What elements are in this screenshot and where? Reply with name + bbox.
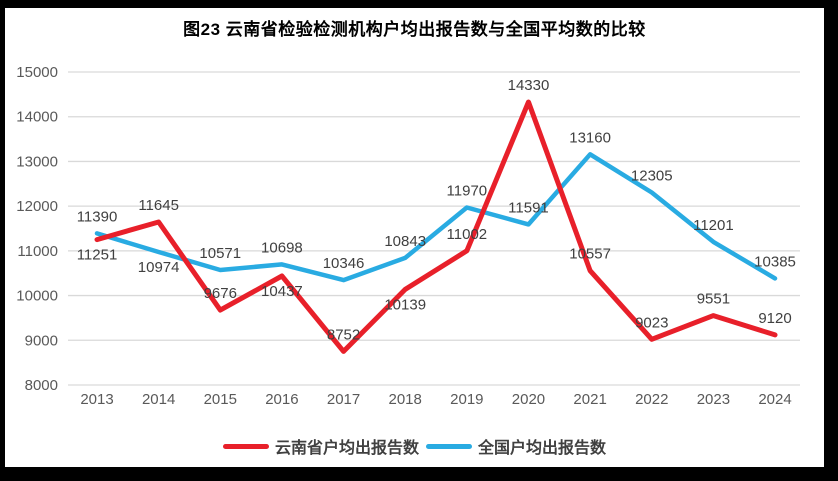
x-axis-tick-label: 2018 [389,391,422,408]
data-label: 11251 [77,247,118,264]
y-axis-tick-label: 13000 [16,153,58,170]
data-label: 8752 [327,326,360,343]
x-axis-tick-label: 2022 [635,391,668,408]
x-axis-tick-label: 2021 [573,391,606,408]
chart-legend: 云南省户均出报告数 全国户均出报告数 [5,434,824,458]
data-label: 10974 [138,259,180,276]
x-axis-tick-label: 2019 [450,391,483,408]
data-label: 9023 [635,314,668,331]
x-axis-tick-label: 2020 [512,391,545,408]
data-label: 10437 [261,283,303,300]
x-axis-tick-label: 2024 [758,391,791,408]
legend-label-national: 全国户均出报告数 [478,440,607,457]
data-label: 11201 [693,217,734,234]
data-label: 11002 [447,226,488,243]
x-axis-tick-label: 2017 [327,391,360,408]
data-label: 10698 [261,239,303,256]
legend-swatch-red-line [222,443,269,449]
y-axis-tick-label: 8000 [25,377,58,394]
data-label: 11591 [508,199,549,216]
x-axis-tick-label: 2015 [204,391,237,408]
data-label: 10346 [323,255,365,272]
data-label: 11390 [77,208,118,225]
x-axis-tick-label: 2016 [265,391,298,408]
x-axis-tick-label: 2014 [142,391,175,408]
data-label: 9676 [204,285,237,302]
data-label: 9120 [758,310,791,327]
legend-label-yunnan: 云南省户均出报告数 [274,440,419,457]
data-label: 11645 [138,197,179,214]
y-axis-tick-label: 11000 [17,243,58,260]
data-label: 10557 [569,246,611,263]
data-label: 10139 [384,296,426,313]
series-line-1 [94,152,778,283]
data-label: 10571 [199,245,241,262]
y-axis-tick-label: 14000 [16,109,58,126]
series-line-0 [94,99,778,354]
legend-swatch-blue-line [426,443,472,449]
x-axis-tick-label: 2013 [80,391,113,408]
chart-canvas: 图23 云南省检验检测机构户均出报告数与全国平均数的比较 8000 9000 100… [5,8,824,467]
data-label: 11970 [447,182,488,199]
data-label: 12305 [631,168,673,185]
y-axis-tick-label: 12000 [16,198,58,215]
y-axis-tick-label: 10000 [16,288,58,305]
x-axis-tick-label: 2023 [697,391,730,408]
line-chart-plot: 8000 9000 10000 11000 12000 13000 14000 15000 20… [16,64,800,408]
y-axis-tick-label: 9000 [25,332,58,349]
data-label: 13160 [569,129,611,146]
data-label: 10385 [754,253,796,270]
y-axis-tick-label: 15000 [16,64,58,81]
data-label: 9551 [697,291,730,308]
legend-item-national: 全国户均出报告数 [426,434,606,458]
data-label: 10843 [384,233,426,250]
chart-title: 图23 云南省检验检测机构户均出报告数与全国平均数的比较 [183,20,646,39]
legend-item-yunnan: 云南省户均出报告数 [222,434,419,458]
data-label: 14330 [508,77,550,94]
